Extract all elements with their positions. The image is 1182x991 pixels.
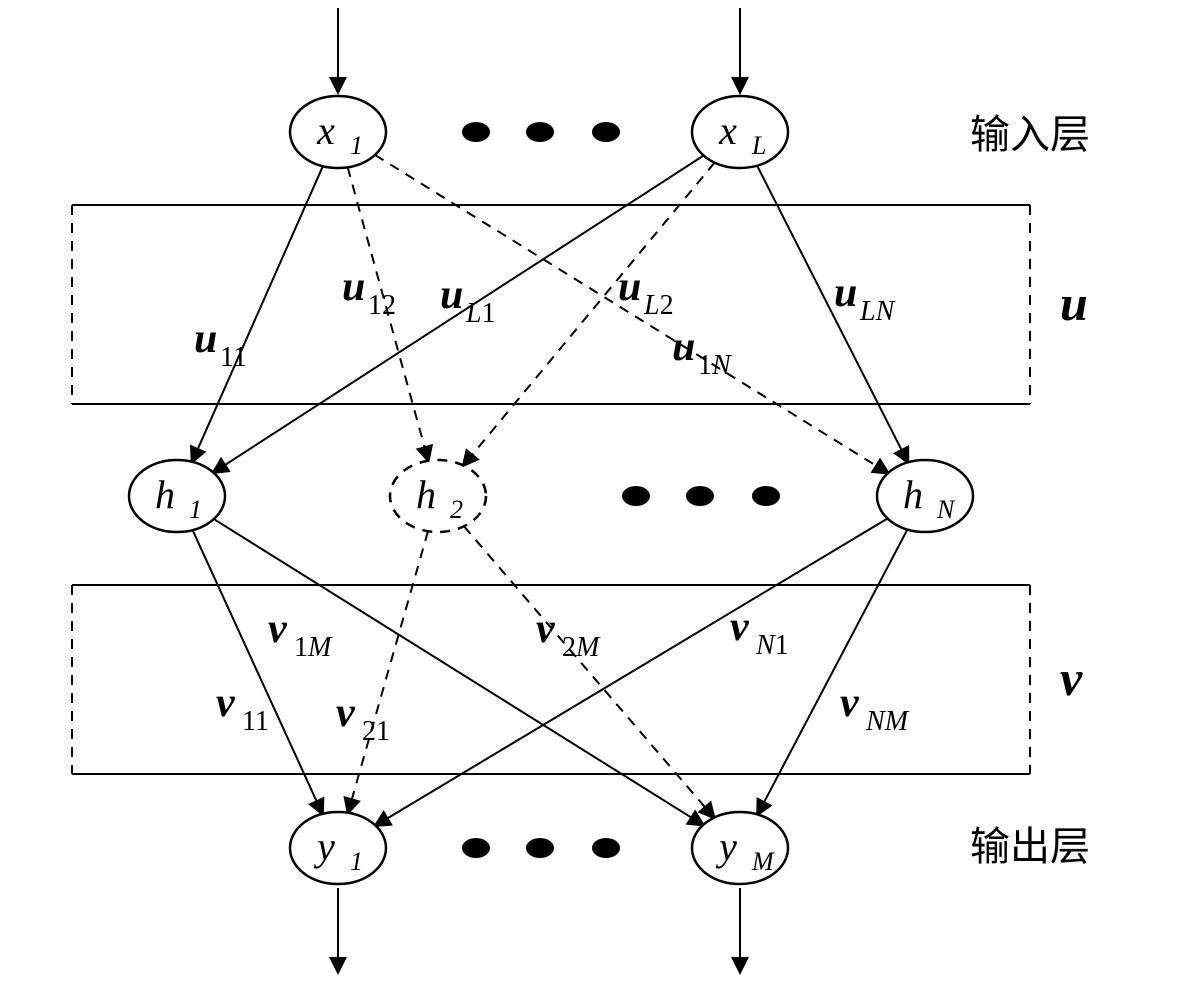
layer-label-output: 输出层 <box>970 824 1090 869</box>
weight-label: u <box>672 324 695 370</box>
node-sub: 2 <box>450 495 463 524</box>
weight-sub: 1M <box>294 632 333 663</box>
weight-label: u <box>834 270 857 316</box>
node-label: y <box>313 824 335 869</box>
node-hN <box>877 460 973 532</box>
weight-label: u <box>194 316 217 362</box>
node-label: y <box>715 824 737 869</box>
weight-sub: N1 <box>755 630 789 661</box>
node-label: h <box>416 472 436 517</box>
node-y1 <box>290 812 386 884</box>
weight-sub: 1N <box>698 350 732 381</box>
weight-matrix-label: u <box>1060 275 1088 331</box>
node-x1 <box>290 96 386 168</box>
node-sub: 1 <box>350 131 363 160</box>
ellipsis-dot <box>462 122 490 142</box>
node-label: x <box>316 108 335 153</box>
weight-label: u <box>342 264 365 310</box>
ellipsis-dot <box>592 122 620 142</box>
edge <box>193 530 323 814</box>
weight-sub: LN <box>859 296 896 327</box>
node-sub: M <box>751 847 775 876</box>
weight-label: v <box>730 604 750 650</box>
node-label: h <box>903 472 923 517</box>
ellipsis-dot <box>526 838 554 858</box>
weight-sub: 11 <box>242 706 269 737</box>
edge <box>463 163 714 466</box>
node-label: h <box>155 472 175 517</box>
weight-matrix-label: v <box>1060 650 1083 706</box>
weight-label: u <box>440 272 463 318</box>
node-h2 <box>390 460 486 532</box>
weight-label: v <box>336 690 356 736</box>
weight-sub: 12 <box>368 290 396 321</box>
edge <box>348 531 428 813</box>
weight-sub: NM <box>865 706 910 737</box>
node-xL <box>692 96 788 168</box>
node-sub: L <box>751 131 766 160</box>
layer-label-input: 输入层 <box>970 112 1090 157</box>
neural-network-diagram: uv x1xLh1h2hNy1yM u11u12u1NuL1uL2uLNv11v… <box>0 0 1182 991</box>
weight-label: u <box>618 264 641 310</box>
node-label: x <box>718 108 737 153</box>
node-sub: N <box>936 495 956 524</box>
weight-sub: L2 <box>643 290 674 321</box>
ellipsis-dot <box>752 486 780 506</box>
ellipsis-dot <box>592 838 620 858</box>
node-sub: 1 <box>350 847 363 876</box>
weight-sub: L1 <box>465 298 496 329</box>
weight-sub: 21 <box>362 716 390 747</box>
ellipsis-dot <box>686 486 714 506</box>
ellipsis-dot <box>526 122 554 142</box>
weight-label: v <box>216 680 236 726</box>
weight-label: v <box>536 606 556 652</box>
node-h1 <box>129 460 225 532</box>
ellipsis-dot <box>622 486 650 506</box>
weight-label: v <box>268 606 288 652</box>
node-sub: 1 <box>189 495 202 524</box>
weight-sub: 11 <box>220 342 247 373</box>
weight-sub: 2M <box>562 632 601 663</box>
edge <box>192 166 323 462</box>
edge <box>758 529 908 814</box>
ellipsis-dot <box>462 838 490 858</box>
weight-label: v <box>840 680 860 726</box>
